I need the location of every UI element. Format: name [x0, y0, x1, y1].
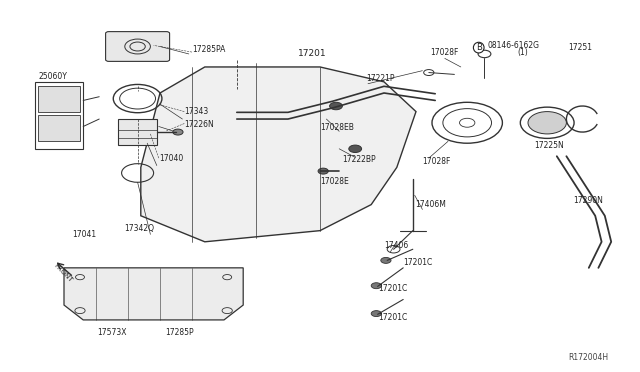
- Text: 17251: 17251: [568, 43, 593, 52]
- Text: 17342Q: 17342Q: [125, 224, 154, 233]
- PathPatch shape: [64, 268, 243, 320]
- Text: 17041: 17041: [72, 230, 97, 239]
- Circle shape: [528, 112, 566, 134]
- Text: B: B: [476, 43, 482, 52]
- Text: 17201C: 17201C: [403, 258, 433, 267]
- Text: 17028EB: 17028EB: [320, 123, 354, 132]
- Text: 17201C: 17201C: [378, 313, 408, 322]
- Text: FRONT: FRONT: [52, 263, 73, 284]
- Text: 17222BP: 17222BP: [342, 155, 376, 164]
- Circle shape: [318, 168, 328, 174]
- Text: 17285PA: 17285PA: [192, 45, 225, 54]
- Circle shape: [381, 257, 391, 263]
- Text: 17290N: 17290N: [573, 196, 603, 205]
- Text: (1): (1): [517, 48, 528, 57]
- PathPatch shape: [141, 67, 416, 242]
- Text: 17285P: 17285P: [165, 328, 194, 337]
- Bar: [38, 115, 80, 141]
- Text: 17573X: 17573X: [97, 328, 127, 337]
- FancyBboxPatch shape: [106, 32, 170, 61]
- Circle shape: [330, 102, 342, 110]
- Text: 17028F: 17028F: [422, 157, 451, 166]
- Circle shape: [349, 145, 362, 153]
- Text: 17040: 17040: [159, 154, 183, 163]
- Circle shape: [371, 283, 381, 289]
- Circle shape: [371, 311, 381, 317]
- Text: 17225N: 17225N: [534, 141, 564, 150]
- Bar: [35, 82, 83, 149]
- Text: 17201: 17201: [298, 49, 326, 58]
- Text: 17028F: 17028F: [431, 48, 459, 57]
- Text: 17343: 17343: [184, 107, 209, 116]
- Circle shape: [173, 129, 183, 135]
- Text: 25060Y: 25060Y: [38, 72, 67, 81]
- Text: R172004H: R172004H: [569, 353, 609, 362]
- Text: 17226N: 17226N: [184, 120, 214, 129]
- Text: 17028E: 17028E: [320, 177, 349, 186]
- Bar: [118, 119, 157, 145]
- Bar: [38, 86, 80, 112]
- Text: 17406M: 17406M: [415, 200, 445, 209]
- Text: 17201C: 17201C: [378, 284, 408, 293]
- Text: 17221P: 17221P: [366, 74, 395, 83]
- Text: 08146-6162G: 08146-6162G: [488, 41, 540, 50]
- Text: 17406: 17406: [384, 241, 408, 250]
